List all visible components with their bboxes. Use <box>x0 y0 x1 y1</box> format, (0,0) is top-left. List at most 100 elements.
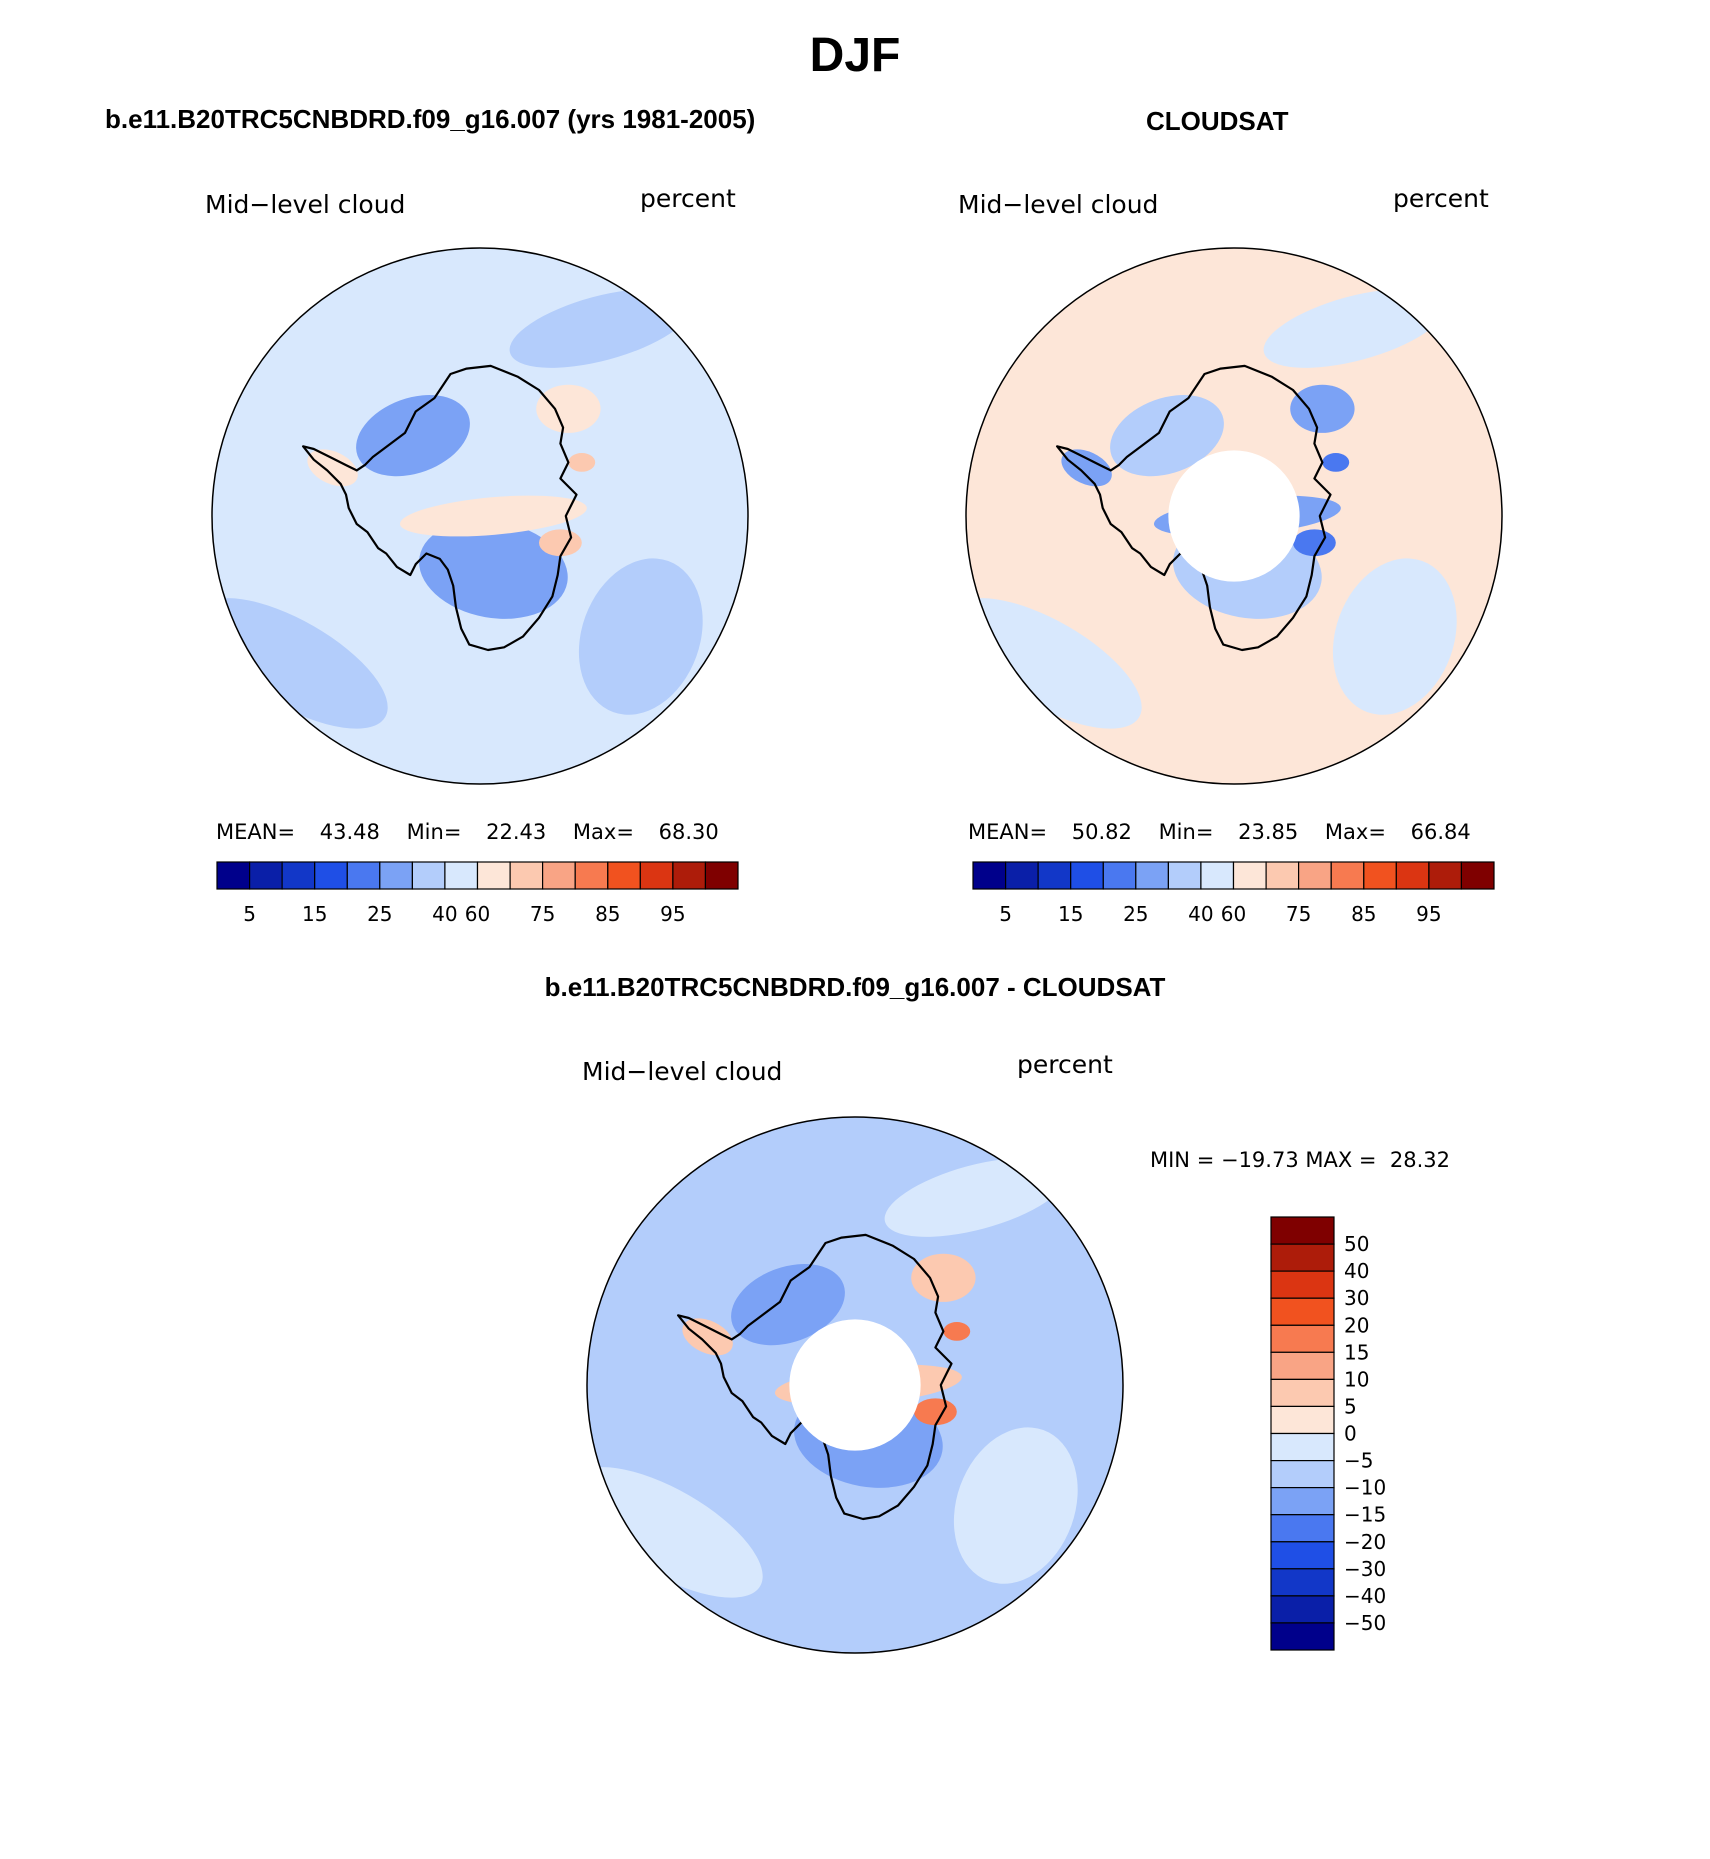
colorbar-swatch <box>1200 861 1235 890</box>
contour-patch <box>539 529 582 557</box>
contour-patch <box>356 394 470 477</box>
colorbar-swatch <box>1004 861 1039 890</box>
colorbar-tick-label: −50 <box>1344 1611 1386 1635</box>
contour-patch <box>1290 384 1355 433</box>
colorbar-swatch <box>1270 1541 1335 1570</box>
colorbar-swatch <box>379 861 413 890</box>
colorbar-tick-label: 5 <box>243 902 256 926</box>
colorbar-tick-label: 20 <box>1344 1313 1369 1337</box>
colorbar-swatch <box>1395 861 1430 890</box>
contour-patch <box>1061 449 1112 487</box>
colorbar-swatch <box>704 861 739 890</box>
colorbar-swatch <box>1270 1405 1335 1435</box>
obs-mean-value: 50.82 <box>1071 820 1132 844</box>
pole-no-data-area <box>1168 450 1300 582</box>
contour-patch <box>1293 529 1336 557</box>
contour-patch <box>943 1322 971 1341</box>
model-colorbar: 5 15 25 40 60 75 85 95 <box>216 861 739 926</box>
map-field <box>966 248 1502 784</box>
colorbar-tick-label: 75 <box>1286 902 1311 926</box>
contour-patch <box>212 598 388 729</box>
colorbar-tick-label: 40 <box>432 902 457 926</box>
map-field <box>212 248 748 784</box>
colorbar-swatch <box>1270 1243 1335 1272</box>
map-border <box>965 247 1503 785</box>
colorbar-tick-label: 50 <box>1344 1232 1369 1256</box>
model-variable-label: Mid−level cloud <box>205 190 406 219</box>
colorbar-tick-label: 95 <box>660 902 685 926</box>
colorbar-tick-label: 15 <box>302 902 327 926</box>
colorbar-swatch <box>1270 1297 1335 1326</box>
colorbar-tick-label: 5 <box>999 902 1012 926</box>
contour-patch <box>966 598 1142 729</box>
colorbar-tick-label: −5 <box>1344 1449 1373 1473</box>
obs-panel-heading: CLOUDSAT <box>1146 106 1289 136</box>
colorbar-tick-label: 10 <box>1344 1367 1369 1391</box>
map-border <box>586 1116 1124 1654</box>
model-mean-value: 43.48 <box>319 820 380 844</box>
colorbar-tick-label: −20 <box>1344 1530 1386 1554</box>
model-stats: MEAN= 43.48 Min= 22.43 Max= 68.30 <box>216 820 719 844</box>
model-mean-label: MEAN= <box>216 820 296 844</box>
colorbar-swatch <box>509 861 544 890</box>
colorbar-tick-label: 25 <box>1123 902 1148 926</box>
obs-polar-map <box>965 247 1503 785</box>
colorbar-swatch <box>1270 1351 1335 1381</box>
obs-mean-label: MEAN= <box>968 820 1048 844</box>
contour-patch <box>953 1427 1078 1584</box>
colorbar-swatch <box>1270 1568 1335 1597</box>
colorbar-swatch <box>972 861 1007 890</box>
colorbar-tick-label: 95 <box>1416 902 1441 926</box>
colorbar-swatch <box>574 861 609 890</box>
colorbar-swatch <box>1037 861 1072 890</box>
colorbar-swatch <box>1070 861 1104 890</box>
obs-min-value: 23.85 <box>1238 820 1299 844</box>
contour-patch <box>1263 288 1446 368</box>
colorbar-tick-label: 15 <box>1344 1340 1369 1364</box>
coastline <box>302 364 578 652</box>
colorbar-swatch <box>1102 861 1137 890</box>
colorbar-swatch <box>1270 1486 1335 1516</box>
obs-units-label: percent <box>1393 184 1489 213</box>
colorbar-tick-label: −10 <box>1344 1476 1386 1500</box>
colorbar-swatch <box>1232 861 1267 890</box>
obs-min-label: Min= <box>1158 820 1214 844</box>
contour-patch <box>587 1467 763 1598</box>
contour-patch <box>1110 394 1224 477</box>
contour-patch <box>307 449 358 487</box>
contour-patch <box>578 558 703 715</box>
colorbar-swatch <box>1363 861 1398 890</box>
colorbar-swatch <box>1270 1595 1335 1624</box>
contour-patch <box>419 520 568 619</box>
page-title: DJF <box>809 29 901 82</box>
colorbar-swatch <box>607 861 641 890</box>
obs-max-label: Max= <box>1324 820 1386 844</box>
colorbar-swatch <box>1428 861 1463 890</box>
model-max-label: Max= <box>572 820 634 844</box>
colorbar-swatch <box>1265 861 1300 890</box>
contour-patch <box>911 1253 976 1302</box>
colorbar-swatch <box>1135 861 1170 890</box>
obs-colorbar: 5 15 25 40 60 75 85 95 <box>972 861 1495 926</box>
colorbar-swatch <box>1270 1432 1335 1462</box>
colorbar-tick-label: 0 <box>1344 1422 1357 1446</box>
model-units-label: percent <box>640 184 736 213</box>
colorbar-swatch <box>1270 1514 1335 1543</box>
colorbar-swatch <box>1270 1378 1335 1408</box>
colorbar-swatch <box>1270 1270 1335 1299</box>
map-border <box>211 247 749 785</box>
colorbar-swatch <box>249 861 283 890</box>
colorbar-swatch <box>1270 1622 1335 1651</box>
difference-minmax: MIN = −19.73 MAX = 28.32 <box>1150 1148 1450 1172</box>
model-max-value: 68.30 <box>658 820 719 844</box>
pole-no-data-area <box>789 1319 921 1451</box>
colorbar-swatch <box>1167 861 1202 890</box>
colorbar-swatch <box>1270 1324 1335 1354</box>
contour-patch <box>568 453 596 472</box>
difference-variable-label: Mid−level cloud <box>582 1057 783 1086</box>
colorbar-swatch <box>1460 861 1495 890</box>
colorbar-tick-label: 85 <box>595 902 620 926</box>
model-min-label: Min= <box>406 820 462 844</box>
